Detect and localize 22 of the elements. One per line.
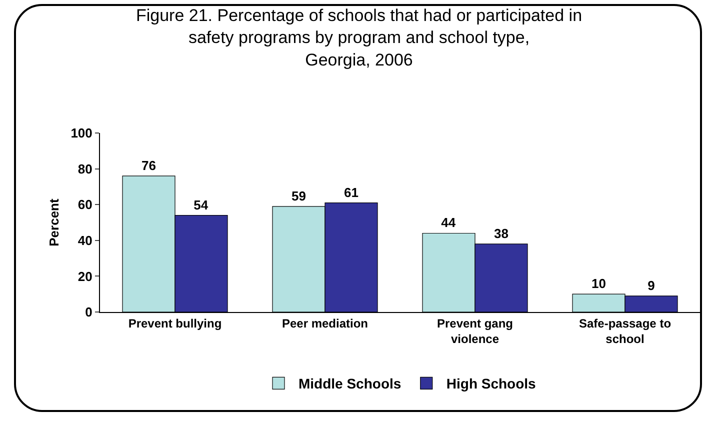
chart-title: Figure 21. Percentage of schools that had or participated in safety programs by program and school type, Georgia, 2006: [136, 6, 582, 70]
y-tick-label: 40: [78, 232, 92, 248]
legend-label: High Schools: [446, 376, 536, 392]
y-axis-title: Percent: [46, 198, 62, 246]
data-label: 10: [592, 276, 606, 292]
data-label: 38: [494, 226, 508, 241]
y-tick-label: 0: [85, 304, 92, 320]
y-tick-label: 20: [78, 268, 92, 284]
data-label: 61: [344, 184, 358, 200]
data-label: 9: [648, 278, 655, 293]
x-tick-label: Peer mediation: [282, 316, 368, 330]
x-tick-label: Prevent bullying: [128, 316, 222, 330]
x-tick-label: Prevent gang violence: [436, 316, 514, 346]
data-label: 59: [292, 188, 306, 204]
legend-label: Middle Schools: [298, 376, 402, 392]
data-label: 54: [194, 197, 209, 212]
y-tick-label: 80: [78, 161, 92, 176]
data-label: 76: [142, 158, 156, 173]
x-tick-label: Safe-passage to school: [578, 316, 672, 346]
y-tick-label: 100: [70, 126, 92, 141]
y-tick-label: 60: [78, 197, 92, 212]
data-label: 44: [441, 215, 456, 230]
